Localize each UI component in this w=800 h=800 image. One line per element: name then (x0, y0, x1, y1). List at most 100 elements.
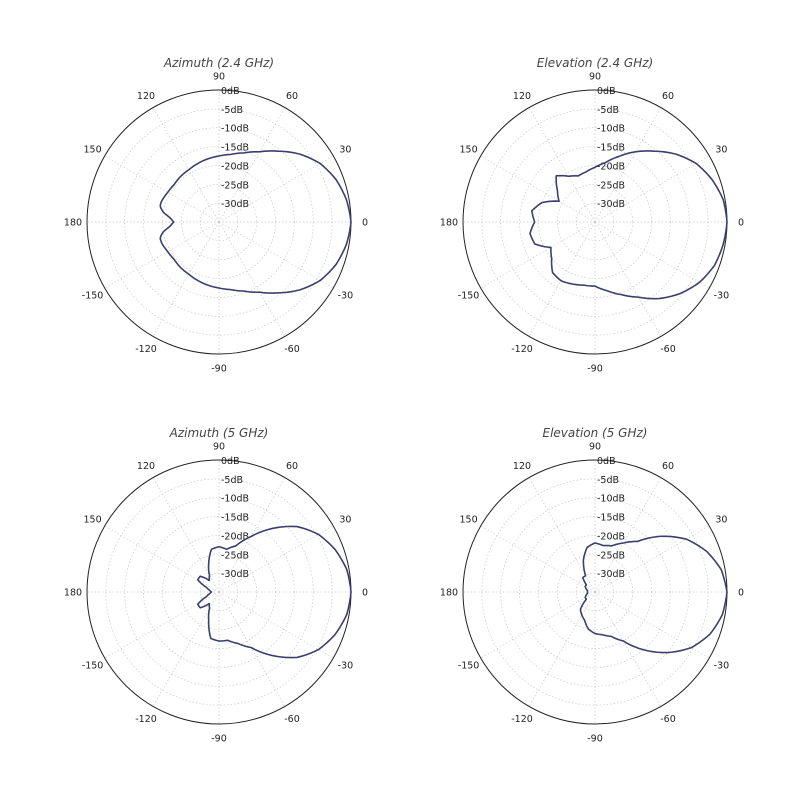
angle-tick-label: -150 (458, 291, 480, 302)
radial-tick-label: 0dB (597, 86, 616, 97)
angle-tick-label: -60 (284, 714, 300, 725)
radial-tick-label: -30dB (597, 569, 625, 580)
angle-tick-label: 180 (440, 218, 458, 229)
chart-title: Azimuth (2.4 GHz) (163, 56, 274, 70)
radial-tick-label: -10dB (221, 494, 249, 505)
radial-tick-label: -20dB (221, 531, 249, 542)
angle-tick-label: 60 (286, 91, 298, 102)
angle-tick-label: -120 (135, 344, 157, 355)
grid-spoke (152, 107, 220, 223)
grid-ring (180, 183, 258, 261)
grid-spoke (480, 525, 596, 593)
radial-tick-label: -15dB (597, 513, 625, 524)
angle-tick-label: -30 (714, 291, 730, 302)
chart-title: Elevation (2.4 GHz) (537, 56, 653, 70)
angle-tick-label: -90 (211, 734, 227, 745)
angle-tick-label: -30 (714, 661, 730, 672)
angle-tick-label: -150 (82, 661, 104, 672)
radial-tick-label: -30dB (597, 199, 625, 210)
polar-chart-elevation-5ghz: Elevation (5 GHz) 0dB -5dB -10dB -15dB -20dB -… (440, 426, 744, 745)
grid-spoke (594, 221, 710, 289)
angle-tick-label: 120 (513, 91, 531, 102)
radial-tick-label: -10dB (597, 124, 625, 135)
grid-spoke (218, 591, 334, 659)
angle-tick-label: -30 (338, 661, 354, 672)
angle-tick-label: 30 (715, 515, 727, 526)
polar-chart-azimuth-5ghz: Azimuth (5 GHz) 0dB -5dB -10dB -15dB -20dB -25… (64, 426, 368, 745)
grid-spoke (218, 525, 334, 593)
grid-spoke (594, 591, 662, 707)
grid-spoke (594, 221, 662, 337)
radial-tick-label: -20dB (597, 161, 625, 172)
grid-spoke (594, 155, 710, 223)
grid-spoke (528, 591, 596, 707)
angle-tick-label: 0 (362, 588, 368, 599)
radial-tick-label: -30dB (221, 569, 249, 580)
grid-spoke (594, 525, 710, 593)
angle-tick-label: -30 (338, 291, 354, 302)
radiation-pattern-line (196, 525, 352, 659)
radial-tick-label: -10dB (221, 124, 249, 135)
angle-tick-label: 150 (83, 515, 101, 526)
radial-tick-label: 0dB (221, 456, 240, 467)
angle-tick-label: 180 (440, 588, 458, 599)
grid-spoke (480, 221, 596, 289)
grid-spoke (594, 477, 662, 593)
grid-spoke (104, 591, 220, 659)
polar-chart-elevation-2-4ghz: Elevation (2.4 GHz) 0dB -5dB -10dB -15dB -20d… (440, 56, 744, 375)
grid-ring (556, 183, 634, 261)
radiation-pattern-line (529, 150, 728, 300)
angle-tick-label: 150 (459, 145, 477, 156)
grid-spoke (152, 221, 220, 337)
grid-ring (519, 146, 671, 298)
angle-tick-label: -90 (211, 364, 227, 375)
angle-tick-label: 60 (662, 91, 674, 102)
grid-ring (143, 146, 295, 298)
grid-spoke (218, 477, 286, 593)
grid-ring (500, 127, 690, 317)
radial-tick-label: -5dB (597, 475, 619, 486)
grid-ring (519, 516, 671, 668)
angle-tick-label: 30 (339, 145, 351, 156)
radial-tick-label: -25dB (597, 550, 625, 561)
grid-spoke (218, 107, 286, 223)
radial-tick-label: -15dB (221, 143, 249, 154)
angle-tick-label: 90 (213, 72, 225, 83)
angle-tick-label: 90 (213, 442, 225, 453)
angle-tick-label: -60 (660, 344, 676, 355)
radial-tick-label: -25dB (221, 180, 249, 191)
grid-ring (556, 553, 634, 631)
chart-title: Elevation (5 GHz) (543, 426, 648, 440)
radiation-pattern-line (159, 150, 352, 294)
angle-tick-label: 0 (362, 218, 368, 229)
radial-tick-label: -20dB (597, 531, 625, 542)
angle-tick-label: 90 (589, 442, 601, 453)
angle-tick-label: -150 (458, 661, 480, 672)
chart-title: Azimuth (5 GHz) (169, 426, 269, 440)
angle-tick-label: 150 (83, 145, 101, 156)
grid-spoke (104, 221, 220, 289)
angle-tick-label: 150 (459, 515, 477, 526)
angle-tick-label: 30 (339, 515, 351, 526)
angle-tick-label: -150 (82, 291, 104, 302)
angle-tick-label: 90 (589, 72, 601, 83)
grid-spoke (480, 591, 596, 659)
grid-spoke (218, 221, 334, 289)
angle-tick-label: -90 (587, 734, 603, 745)
angle-tick-label: -120 (511, 714, 533, 725)
grid-spoke (480, 155, 596, 223)
grid-spoke (104, 525, 220, 593)
radial-tick-label: -30dB (221, 199, 249, 210)
radial-tick-label: -10dB (597, 494, 625, 505)
angle-tick-label: 120 (513, 461, 531, 472)
grid-spoke (218, 155, 334, 223)
radial-tick-label: -25dB (221, 550, 249, 561)
radial-tick-label: -5dB (597, 105, 619, 116)
radial-tick-label: -15dB (597, 143, 625, 154)
radial-tick-label: -5dB (221, 105, 243, 116)
radial-tick-label: -15dB (221, 513, 249, 524)
grid-ring (143, 516, 295, 668)
angle-tick-label: 120 (137, 91, 155, 102)
angle-tick-label: 0 (738, 588, 744, 599)
